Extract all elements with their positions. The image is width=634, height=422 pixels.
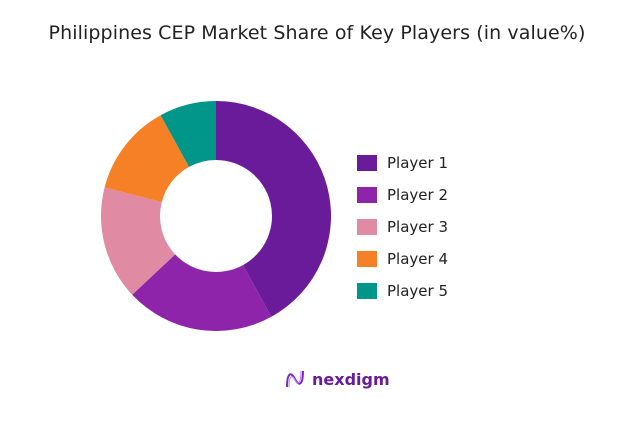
legend-item: Player 2 bbox=[357, 179, 448, 211]
logo-text: nexdigm bbox=[312, 369, 390, 389]
legend-swatch bbox=[357, 187, 377, 203]
donut-slice-1 bbox=[216, 101, 331, 317]
legend-label: Player 5 bbox=[387, 282, 448, 300]
legend-swatch bbox=[357, 283, 377, 299]
chart-title: Philippines CEP Market Share of Key Play… bbox=[48, 22, 586, 44]
nexdigm-logo-icon bbox=[286, 370, 304, 388]
donut-slice-4 bbox=[104, 115, 190, 203]
legend-item: Player 5 bbox=[357, 275, 448, 307]
legend-label: Player 2 bbox=[387, 186, 448, 204]
donut-slice-5 bbox=[160, 101, 216, 167]
legend-swatch bbox=[357, 219, 377, 235]
legend-item: Player 1 bbox=[357, 147, 448, 179]
legend-label: Player 1 bbox=[387, 154, 448, 172]
nexdigm-logo: nexdigm bbox=[284, 368, 390, 390]
donut-slice-3 bbox=[101, 187, 176, 295]
legend-swatch bbox=[357, 155, 377, 171]
legend-swatch bbox=[357, 251, 377, 267]
legend: Player 1 Player 2 Player 3 Player 4 Play… bbox=[357, 147, 448, 307]
legend-item: Player 4 bbox=[357, 243, 448, 275]
donut-slice-2 bbox=[132, 254, 272, 331]
legend-label: Player 4 bbox=[387, 250, 448, 268]
legend-item: Player 3 bbox=[357, 211, 448, 243]
legend-label: Player 3 bbox=[387, 218, 448, 236]
donut-chart bbox=[101, 101, 331, 331]
